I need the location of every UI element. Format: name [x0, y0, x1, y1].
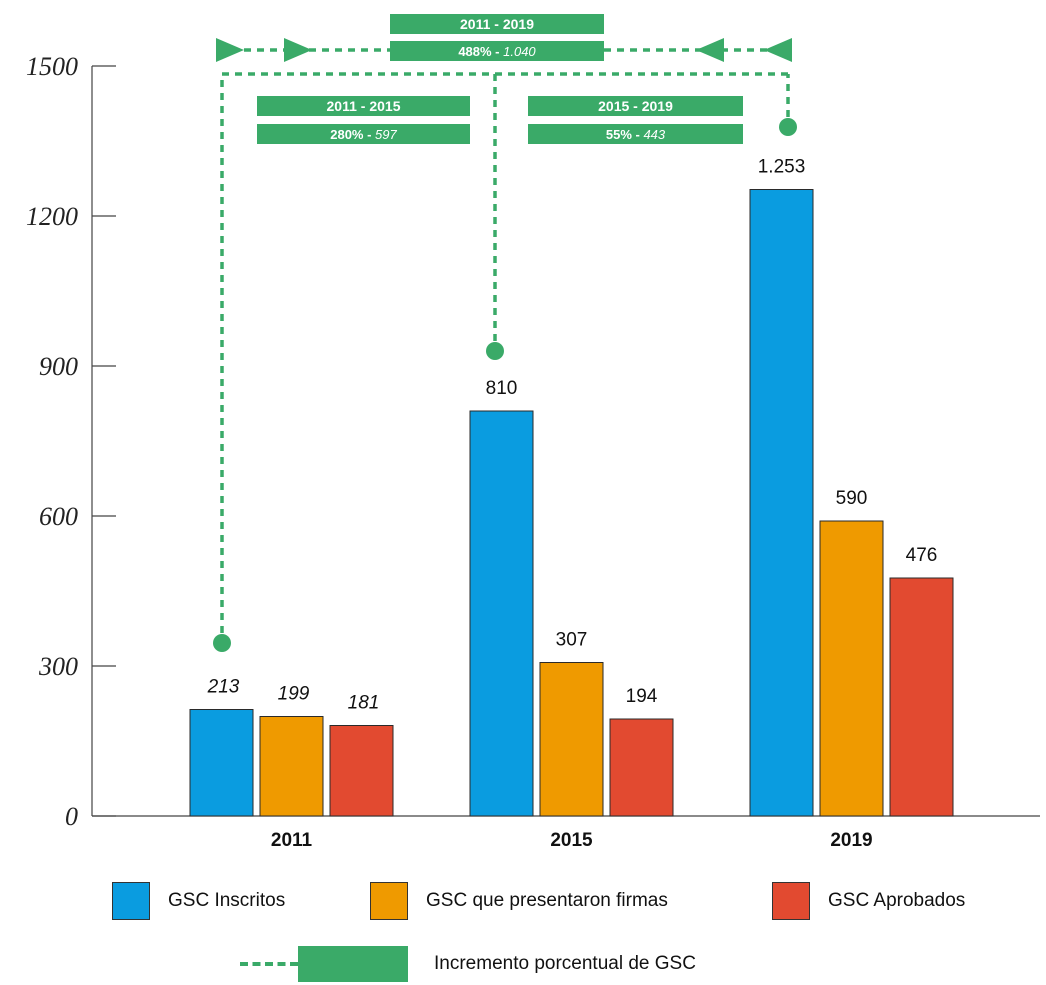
marker-dot	[213, 634, 231, 652]
arrowhead	[696, 38, 724, 62]
data-label: 213	[207, 677, 240, 698]
data-label: 476	[906, 545, 938, 566]
bar	[259, 716, 324, 817]
y-tick-label: 600	[39, 502, 78, 531]
y-tick-label: 1500	[26, 52, 78, 81]
legend-item-incremento: Incremento porcentual de GSC	[240, 946, 696, 982]
marker-dot	[486, 342, 504, 360]
chart-legend: GSC Inscritos GSC que presentaron firmas…	[0, 870, 1046, 982]
data-label: 590	[836, 488, 868, 509]
data-label: 1.253	[758, 157, 806, 178]
legend-swatch-inscritos	[112, 882, 150, 920]
period-badge	[528, 96, 743, 116]
legend-item-inscritos: GSC Inscritos	[112, 882, 285, 920]
legend-dash-line	[240, 962, 298, 966]
legend-swatch-firmas	[370, 882, 408, 920]
data-label: 810	[486, 378, 518, 399]
bar	[189, 709, 254, 817]
bar	[609, 718, 674, 817]
period-badge	[257, 96, 470, 116]
data-label: 194	[626, 686, 658, 707]
data-label: 199	[278, 684, 310, 705]
bar	[539, 662, 604, 817]
bar	[329, 725, 394, 817]
bar-chart: 0 300 600 900 1200 1500 213 199 181 2011 810 307 19…	[26, 14, 1040, 852]
chart-value-labels: 213 199 181 2011 810 307 194 2015 1.253 590 476 201…	[207, 157, 938, 852]
x-tick-label: 2011	[271, 830, 313, 851]
x-tick-label: 2019	[830, 830, 872, 851]
y-tick-label: 1200	[26, 202, 78, 231]
legend-label-incremento: Incremento porcentual de GSC	[434, 953, 696, 974]
arrowhead	[764, 38, 792, 62]
legend-item-firmas: GSC que presentaron firmas	[370, 882, 668, 920]
marker-dot	[779, 118, 797, 136]
period-label: 2011 - 2019	[460, 16, 534, 32]
data-label: 307	[556, 630, 588, 651]
legend-label-firmas: GSC que presentaron firmas	[426, 890, 668, 911]
increment-badge	[257, 124, 470, 144]
increment-label: 55% - 443	[606, 127, 666, 142]
bar	[469, 410, 534, 817]
bar	[749, 189, 814, 817]
y-tick-label: 300	[38, 652, 78, 681]
legend-increment-bar	[298, 946, 408, 982]
increment-label: 280% - 597	[330, 127, 397, 142]
y-tick-label: 0	[65, 802, 78, 831]
legend-label-aprobados: GSC Aprobados	[828, 890, 966, 911]
bar	[819, 520, 884, 817]
increment-badge	[528, 124, 743, 144]
chart-annotations: 2011 - 2015 280% - 597 2015 - 2019 55% - 44…	[213, 14, 797, 652]
legend-label-inscritos: GSC Inscritos	[168, 890, 286, 911]
increment-label: 488% - 1.040	[458, 44, 536, 59]
x-tick-label: 2015	[550, 830, 593, 851]
legend-item-aprobados: GSC Aprobados	[772, 882, 965, 920]
y-tick-label: 900	[39, 352, 78, 381]
chart-axes: 0 300 600 900 1200 1500	[26, 52, 1040, 831]
arrowhead	[216, 38, 244, 62]
arrowhead	[284, 38, 312, 62]
period-label: 2015 - 2019	[598, 98, 673, 114]
legend-swatch-aprobados	[772, 882, 810, 920]
period-label: 2011 - 2015	[327, 98, 401, 114]
bar	[889, 577, 954, 817]
increment-badge	[390, 41, 604, 61]
chart-bars	[189, 189, 954, 817]
data-label: 181	[348, 693, 380, 714]
period-badge	[390, 14, 604, 34]
